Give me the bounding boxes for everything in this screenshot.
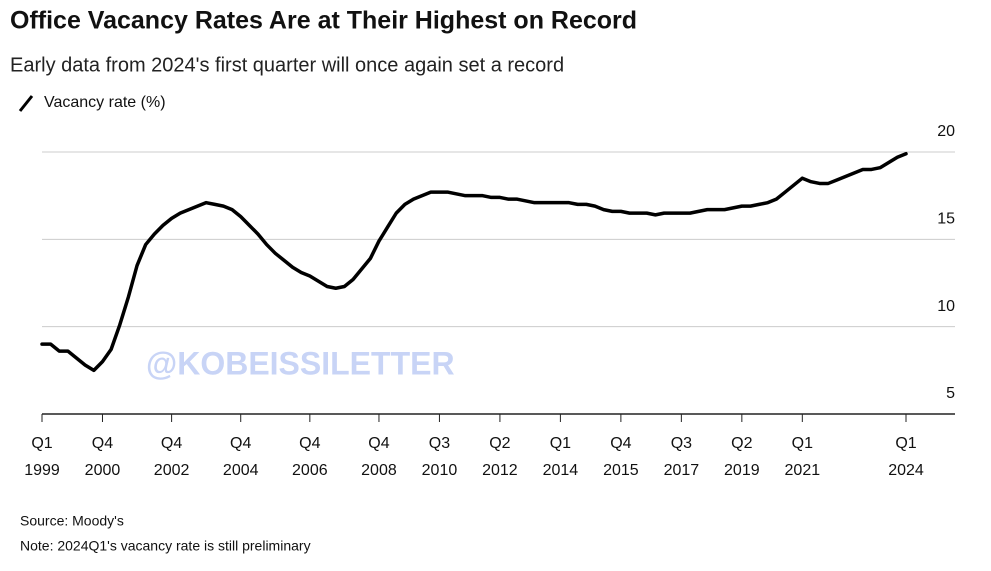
- x-tick-label: Q1 2014: [542, 435, 579, 479]
- watermark: @KOBEISSILETTER: [146, 345, 455, 381]
- x-tick-label: Q4 2002: [153, 435, 190, 479]
- y-tick-label: 5: [946, 385, 955, 402]
- x-tick-label: Q4 2000: [84, 435, 121, 479]
- x-tick-label: Q1 2021: [784, 435, 821, 479]
- x-tick-label: Q3 2017: [663, 435, 700, 479]
- legend-label: Vacancy rate (%): [44, 94, 166, 111]
- source: Source: Moody's: [20, 513, 124, 529]
- x-tick-label: Q3 2010: [421, 435, 458, 479]
- y-tick-label: 10: [937, 298, 955, 315]
- line: [40, 151, 908, 373]
- y-tick-label: 20: [937, 123, 955, 140]
- x-tick-label: Q4 2006: [292, 435, 328, 479]
- chart-subtitle: Early data from 2024's first quarter wil…: [10, 54, 564, 76]
- chart-title: Office Vacancy Rates Are at Their Highes…: [10, 7, 637, 35]
- x-tick-label: Q2 2012: [482, 435, 518, 479]
- x-tick-label: Q1 2024: [888, 435, 924, 479]
- x-tick-label: Q4 2008: [361, 435, 397, 479]
- y-tick-label: 15: [937, 211, 955, 228]
- x-tick-label: Q4 2015: [603, 435, 639, 479]
- note: Note: 2024Q1's vacancy rate is still pre…: [20, 538, 311, 554]
- legend-swatch: [18, 95, 34, 112]
- x-tick-label: Q2 2019: [724, 435, 760, 479]
- x-tick-label: Q4 2004: [222, 435, 259, 479]
- x-tick-label: Q1 1999: [24, 435, 60, 479]
